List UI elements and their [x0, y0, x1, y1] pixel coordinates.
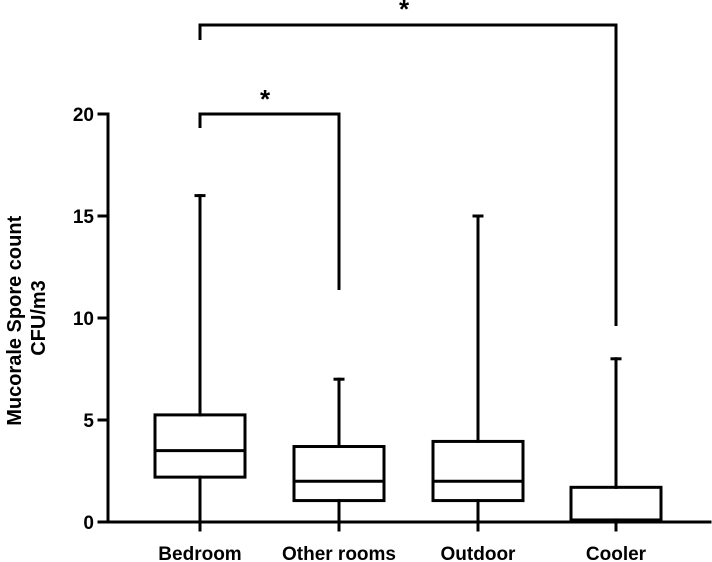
significance-star: * [260, 84, 271, 114]
box-bedroom [153, 194, 247, 524]
x-category-label: Outdoor [441, 544, 517, 562]
interquartile-box [569, 485, 663, 522]
y-axis: 0 5 10 15 20 [73, 105, 110, 534]
x-axis: Bedroom Other rooms Outdoor Cooler [106, 520, 712, 562]
y-tick-label: 15 [73, 207, 95, 228]
y-axis-title-line-2: CFU/m3 [28, 280, 50, 356]
box-other-rooms [292, 377, 386, 524]
box-plots [153, 194, 663, 524]
box-cooler [569, 357, 663, 524]
y-tick-label: 10 [73, 309, 94, 330]
y-tick-label: 5 [83, 411, 94, 432]
x-category-label: Bedroom [158, 544, 241, 562]
bracket-line [198, 112, 341, 290]
y-tick-label: 20 [73, 105, 94, 126]
interquartile-box [431, 439, 525, 503]
x-category-label: Other rooms [282, 544, 396, 562]
interquartile-box [153, 413, 247, 479]
y-axis-title: Mucorale Spore count CFU/m3 [4, 210, 50, 426]
significance-brackets: ** [198, 0, 618, 326]
significance-bracket: * [198, 84, 341, 290]
significance-star: * [399, 0, 410, 24]
box-outdoor [431, 214, 525, 524]
y-tick-label: 0 [83, 513, 94, 534]
x-category-label: Cooler [586, 544, 647, 562]
bracket-line [198, 23, 618, 326]
y-axis-title-line-1: Mucorale Spore count [4, 215, 26, 425]
interquartile-box [292, 445, 386, 503]
significance-bracket: * [198, 0, 618, 326]
